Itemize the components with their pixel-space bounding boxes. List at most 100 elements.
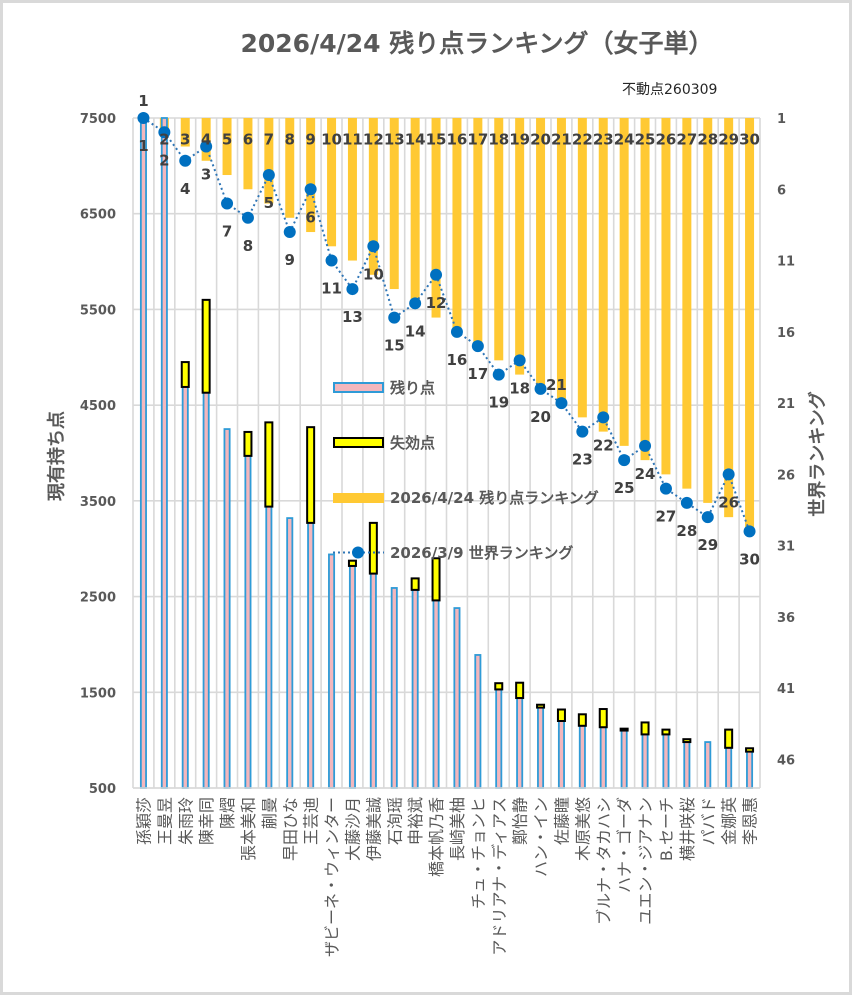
world-ranking-dot bbox=[283, 226, 296, 239]
remaining-points-bar bbox=[578, 724, 586, 789]
world-ranking-label: 4 bbox=[180, 180, 190, 198]
points-ranking-bar bbox=[431, 118, 441, 318]
legend-label-remaining: 残り点 bbox=[390, 379, 435, 397]
x-tick-label: 横井咲桜 bbox=[678, 797, 697, 861]
points-ranking-label: 21 bbox=[551, 131, 572, 149]
world-ranking-dot bbox=[158, 126, 171, 139]
world-ranking-label: 30 bbox=[739, 550, 760, 568]
world-ranking-dot bbox=[430, 268, 443, 281]
remaining-points-bar bbox=[369, 572, 377, 789]
expiring-points-bar bbox=[410, 577, 420, 591]
world-ranking-dot bbox=[471, 340, 484, 353]
expiring-points-bar bbox=[536, 703, 546, 709]
world-ranking-label: 7 bbox=[222, 223, 232, 241]
points-ranking-label: 9 bbox=[305, 131, 315, 149]
world-ranking-dot bbox=[576, 425, 589, 438]
points-ranking-label: 8 bbox=[285, 131, 295, 149]
legend-swatch-expiring bbox=[333, 437, 384, 448]
points-ranking-label: 19 bbox=[509, 131, 530, 149]
expiring-points-bar bbox=[494, 682, 504, 691]
legend-swatch-world-ranking-dot bbox=[352, 546, 364, 559]
world-ranking-label: 29 bbox=[697, 536, 718, 554]
points-ranking-bar bbox=[389, 118, 399, 290]
x-tick-label: ハン・イン bbox=[532, 797, 551, 877]
world-ranking-dot bbox=[137, 112, 150, 124]
world-ranking-label: 9 bbox=[285, 251, 295, 269]
world-ranking-dot bbox=[388, 311, 401, 324]
points-ranking-bar bbox=[494, 118, 504, 361]
world-ranking-label: 16 bbox=[447, 351, 468, 369]
points-ranking-label: 24 bbox=[614, 131, 635, 149]
remaining-points-bar bbox=[244, 454, 252, 789]
world-ranking-label: 13 bbox=[342, 308, 363, 326]
x-tick-label: 石洵瑶 bbox=[385, 797, 404, 845]
remaining-points-bar bbox=[725, 746, 733, 789]
world-ranking-dot bbox=[639, 439, 652, 452]
world-ranking-dot bbox=[450, 325, 463, 338]
x-axis: 孫穎莎 王曼昱 朱雨玲 陳幸同 陳熠 張本美和 蒯曼 早田ひな 王芸迪 ザビーネ・ウィンター 大藤沙… bbox=[133, 787, 760, 957]
x-tick-label: アドリアナ・ディアス bbox=[490, 797, 509, 956]
x-tick-label: パバド bbox=[699, 797, 718, 845]
y2-tick-label: 11 bbox=[777, 255, 795, 270]
world-ranking-dot bbox=[701, 511, 714, 524]
world-ranking-dot bbox=[534, 382, 547, 395]
world-ranking-dot bbox=[241, 211, 254, 224]
world-ranking-dot bbox=[221, 197, 234, 210]
remaining-points-bar bbox=[537, 706, 545, 789]
points-ranking-bar bbox=[598, 118, 608, 432]
x-tick-label: B.セーチ bbox=[657, 797, 676, 861]
points-ranking-label: 16 bbox=[447, 131, 468, 149]
remaining-points-bar bbox=[181, 386, 189, 789]
remaining-points-bar bbox=[265, 505, 273, 789]
expiring-points-bars bbox=[180, 298, 755, 753]
world-ranking-dot bbox=[179, 154, 192, 167]
x-tick-label: 王芸迪 bbox=[302, 797, 321, 845]
points-ranking-bar bbox=[327, 118, 337, 247]
remaining-points-bar bbox=[746, 750, 754, 789]
gridlines bbox=[132, 117, 761, 789]
expiring-points-bar bbox=[431, 557, 441, 602]
world-ranking-dot bbox=[200, 140, 213, 153]
world-ranking-label: 11 bbox=[321, 280, 342, 298]
points-ranking-label: 28 bbox=[697, 131, 718, 149]
world-ranking-dot bbox=[618, 454, 631, 467]
points-ranking-label: 4 bbox=[201, 131, 211, 149]
chart-title: 2026/4/24 残り点ランキング（女子単） bbox=[241, 29, 714, 58]
points-ranking-bar bbox=[306, 118, 316, 233]
world-ranking-label: 10 bbox=[363, 265, 384, 283]
expiring-points-bar bbox=[264, 421, 274, 508]
world-ranking-label: 12 bbox=[426, 294, 447, 312]
points-ranking-bar bbox=[180, 118, 190, 147]
y-tick-label: 3500 bbox=[80, 495, 116, 510]
points-ranking-bar bbox=[285, 118, 295, 218]
x-tick-label: 伊藤美誠 bbox=[364, 797, 383, 861]
legend-swatch-remaining-border bbox=[333, 382, 384, 393]
legend-item-world-ranking: 2026/3/9 世界ランキング bbox=[333, 544, 573, 562]
points-ranking-label: 5 bbox=[222, 131, 232, 149]
remaining-points-bar bbox=[139, 117, 147, 789]
points-ranking-bar bbox=[661, 118, 671, 475]
points-ranking-bar bbox=[347, 118, 357, 261]
points-ranking-label: 18 bbox=[488, 131, 509, 149]
world-ranking-dot bbox=[722, 468, 735, 481]
points-ranking-label: 13 bbox=[384, 131, 405, 149]
y2-tick-label: 16 bbox=[777, 326, 795, 341]
world-ranking-dot bbox=[680, 496, 693, 509]
world-ranking-label: 27 bbox=[656, 508, 677, 526]
points-ranking-bar bbox=[473, 118, 483, 347]
y-tick-label: 500 bbox=[89, 782, 116, 797]
world-ranking-label: 14 bbox=[405, 322, 426, 340]
points-ranking-label: 2 bbox=[159, 131, 169, 149]
points-ranking-label: 10 bbox=[321, 131, 342, 149]
world-ranking-dot bbox=[513, 354, 526, 367]
points-ranking-bars bbox=[159, 118, 755, 532]
world-ranking-label: 23 bbox=[572, 451, 593, 469]
data-labels: 12 3 4 5 6 7 8 9 10 11 12 13 14 15 16 17 18 19 20 21 22 23 24 2… bbox=[138, 92, 760, 568]
x-tick-label: ハナ・ゴーダ bbox=[615, 797, 634, 893]
world-ranking-label: 20 bbox=[530, 408, 551, 426]
world-ranking-dot bbox=[555, 397, 568, 410]
points-ranking-label: 14 bbox=[405, 131, 426, 149]
y-tick-label: 6500 bbox=[80, 208, 116, 223]
expiring-points-bar bbox=[682, 738, 692, 744]
